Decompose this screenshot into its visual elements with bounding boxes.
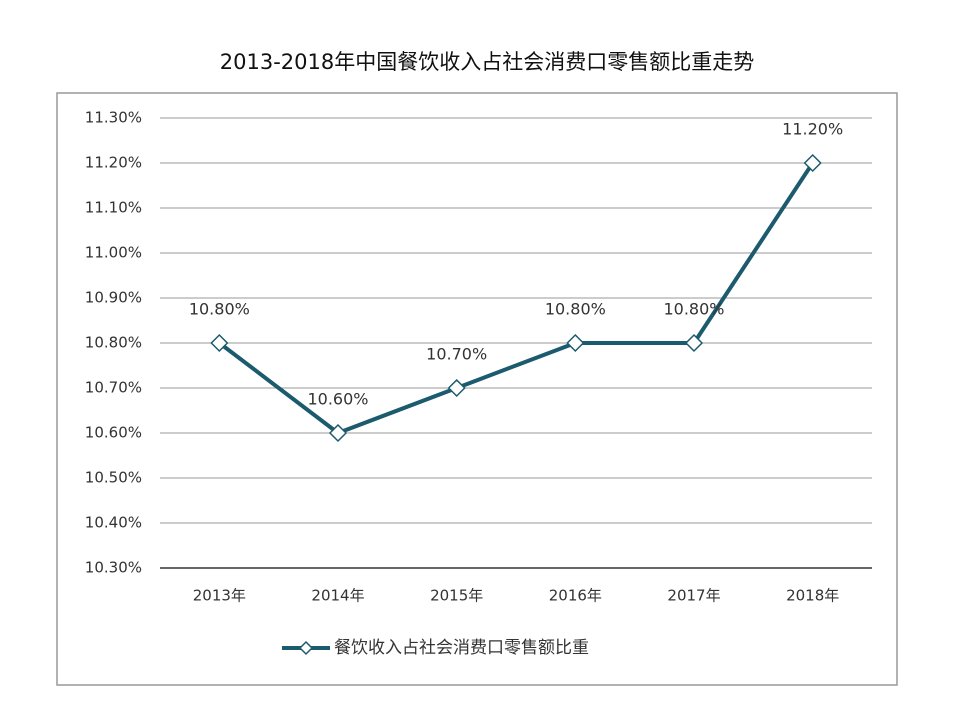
x-tick-label: 2018年 xyxy=(786,587,839,605)
y-tick-label: 10.90% xyxy=(85,289,142,307)
y-tick-label: 10.50% xyxy=(85,469,142,487)
data-point xyxy=(447,378,466,398)
y-tick-label: 10.40% xyxy=(85,514,142,532)
chart-title: 2013-2018年中国餐饮收入占社会消费口零售额比重走势 xyxy=(220,50,754,74)
x-tick-label: 2017年 xyxy=(667,587,720,605)
y-tick-label: 10.80% xyxy=(85,334,142,352)
y-tick-label: 11.10% xyxy=(85,199,142,217)
data-line xyxy=(218,161,815,435)
data-point xyxy=(210,333,229,353)
data-label: 10.80% xyxy=(663,300,724,319)
y-tick-label: 10.60% xyxy=(85,424,142,442)
y-tick-label: 10.30% xyxy=(85,559,142,577)
data-point xyxy=(684,333,704,353)
x-tick-label: 2013年 xyxy=(193,587,246,605)
legend-label: 餐饮收入占社会消费口零售额比重 xyxy=(334,638,589,658)
data-label: 10.80% xyxy=(545,300,606,319)
x-tick-label: 2016年 xyxy=(549,587,602,605)
data-point xyxy=(566,333,585,353)
y-tick-label: 10.70% xyxy=(85,379,142,397)
legend-marker xyxy=(298,640,314,656)
data-point xyxy=(803,153,822,173)
y-tick-label: 11.00% xyxy=(85,244,142,262)
x-tick-label: 2014年 xyxy=(311,587,364,605)
data-label: 10.60% xyxy=(307,390,368,409)
data-label: 11.20% xyxy=(782,120,843,139)
chart-frame xyxy=(56,92,898,686)
x-tick-label: 2015年 xyxy=(430,587,483,605)
y-tick-label: 11.30% xyxy=(85,109,142,127)
y-tick-label: 11.20% xyxy=(85,154,142,172)
data-label: 10.80% xyxy=(189,300,250,319)
data-point xyxy=(328,423,348,443)
data-label: 10.70% xyxy=(426,345,487,364)
